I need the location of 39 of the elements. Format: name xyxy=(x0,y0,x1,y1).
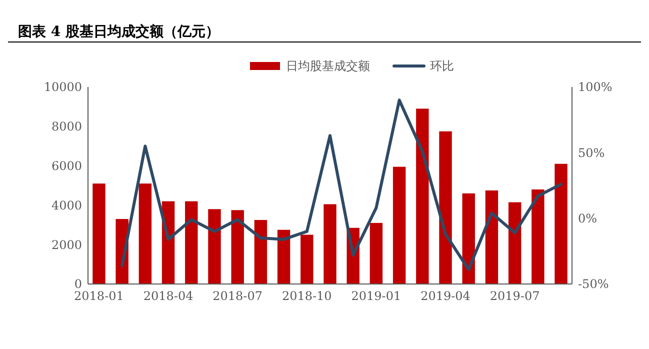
x-tick-label: 2018-01 xyxy=(74,289,124,303)
bar xyxy=(416,108,429,284)
bar xyxy=(370,222,383,284)
bar xyxy=(554,164,568,284)
y-tick-label: 0 xyxy=(74,277,82,292)
y-tick-label: 4000 xyxy=(51,198,82,212)
bar xyxy=(185,201,198,284)
bar xyxy=(532,189,544,284)
bar xyxy=(254,220,268,284)
x-tick-label: 2019-01 xyxy=(351,289,402,303)
chart-title: 图表 4 股基日均成交额（亿元） xyxy=(18,23,220,40)
legend-label: 日均股基成交额 xyxy=(286,59,370,74)
y-tick-label: 6000 xyxy=(51,159,82,173)
bar xyxy=(485,190,498,284)
y-tick-label: 2000 xyxy=(51,238,82,252)
bar xyxy=(462,193,475,284)
bar xyxy=(324,204,336,284)
bar xyxy=(138,184,152,284)
legend-label: 环比 xyxy=(430,59,454,74)
line-series xyxy=(120,98,563,272)
bar xyxy=(508,202,522,284)
y2-tick-label: -50% xyxy=(578,277,609,292)
x-tick-label: 2018-07 xyxy=(212,289,263,303)
bar xyxy=(392,166,406,284)
bar xyxy=(231,210,244,284)
bar xyxy=(300,234,314,284)
x-tick-label: 2019-04 xyxy=(420,289,471,303)
y-tick-label: 10000 xyxy=(44,80,82,94)
y2-tick-label: 0% xyxy=(578,212,598,226)
y-tick-label: 8000 xyxy=(51,120,82,134)
y2-tick-label: 50% xyxy=(578,146,605,160)
bar xyxy=(208,209,221,284)
x-tick-label: 2018-04 xyxy=(143,289,194,303)
y2-tick-label: 100% xyxy=(578,80,612,94)
bar xyxy=(277,230,290,284)
bar xyxy=(439,131,452,284)
x-tick-label: 2019-07 xyxy=(490,289,540,303)
bar xyxy=(92,184,106,284)
x-tick-label: 2018-10 xyxy=(282,289,332,303)
